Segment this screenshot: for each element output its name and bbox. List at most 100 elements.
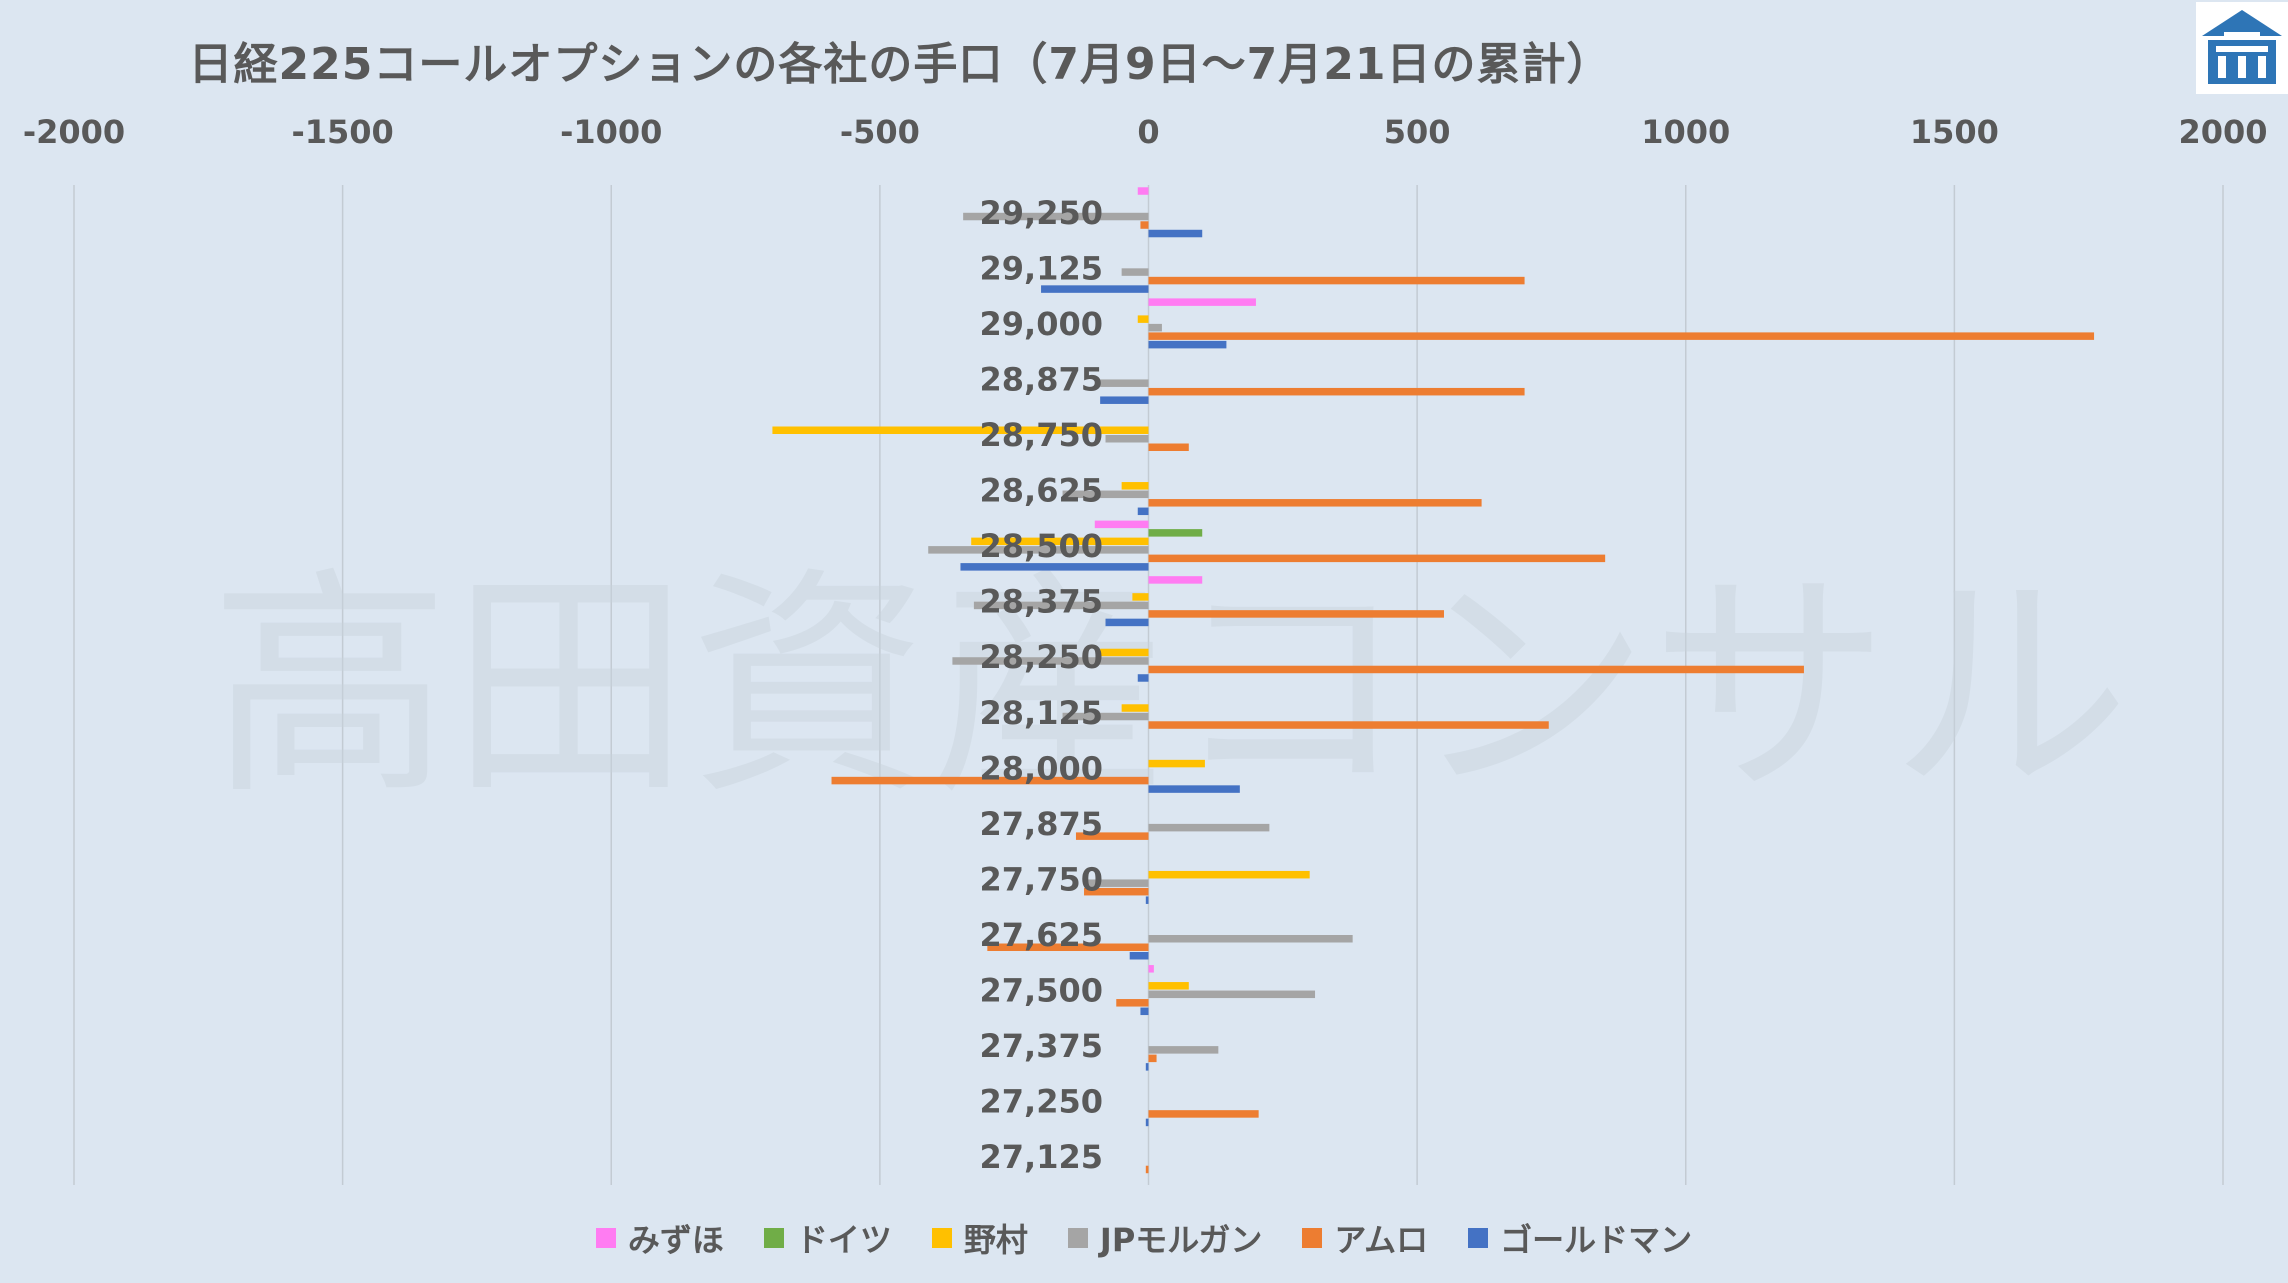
- legend-label: アムロ: [1334, 1221, 1429, 1259]
- legend-item: 野村: [931, 1215, 1028, 1261]
- y-tick-label: 28,125: [980, 694, 1103, 732]
- y-tick-label: 29,250: [980, 194, 1103, 232]
- y-tick-label: 28,000: [980, 749, 1103, 787]
- bar: [1148, 870, 1310, 879]
- bar: [1100, 648, 1149, 657]
- bar: [1148, 990, 1316, 999]
- bars: [772, 187, 2095, 1174]
- bar: [1132, 593, 1149, 601]
- grid-lines: [73, 185, 2224, 1185]
- x-tick-label: 0: [1137, 113, 1159, 151]
- y-tick-label: 28,375: [980, 583, 1103, 621]
- y-tick-label: 27,500: [980, 972, 1103, 1010]
- bar: [1148, 982, 1189, 990]
- bar: [1148, 323, 1162, 332]
- bar: [1137, 187, 1149, 195]
- bar: [1148, 229, 1203, 238]
- bar: [987, 943, 1149, 951]
- bar: [1140, 221, 1149, 229]
- bar: [1137, 315, 1149, 323]
- bar: [1148, 529, 1203, 537]
- bar: [952, 657, 1149, 665]
- bar: [1145, 1165, 1149, 1174]
- bar: [1140, 1007, 1149, 1016]
- legend-label: ドイツ: [795, 1221, 892, 1259]
- y-tick-label: 28,500: [980, 527, 1103, 565]
- y-tick-label: 28,750: [980, 416, 1103, 454]
- bar: [1062, 490, 1149, 499]
- bar: [1148, 499, 1482, 507]
- x-tick-label: -2000: [23, 113, 125, 151]
- legend-item: JPモルガン: [1067, 1215, 1263, 1261]
- y-tick-label: 28,875: [980, 360, 1103, 398]
- bar: [1148, 298, 1256, 306]
- x-tick-label: -1500: [291, 113, 393, 151]
- legend-label: みずほ: [627, 1221, 724, 1259]
- legend-item: みずほ: [595, 1215, 724, 1261]
- bar: [1105, 435, 1149, 443]
- bar: [1105, 618, 1149, 627]
- x-tick-label: 1000: [1641, 113, 1730, 151]
- bar: [1148, 759, 1205, 768]
- y-tick-label: 27,375: [980, 1027, 1103, 1065]
- bar: [1137, 674, 1149, 682]
- bar: [1148, 554, 1606, 563]
- bar: [1148, 823, 1270, 832]
- bar: [1100, 396, 1149, 404]
- bar: [1121, 482, 1149, 490]
- bar: [831, 776, 1149, 785]
- bar: [1148, 935, 1353, 943]
- legend-swatch: [1067, 1228, 1088, 1248]
- bar: [1145, 1063, 1149, 1071]
- chart-title: 日経225コールオプションの各社の手口（7月9日～7月21日の累計）: [188, 39, 1612, 90]
- y-tick-label: 29,125: [980, 249, 1103, 287]
- building-logo-icon: [2196, 2, 2288, 94]
- legend-swatch: [595, 1228, 616, 1248]
- watermark-text: 高田資産コンサル: [210, 547, 2130, 827]
- legend-swatch: [1302, 1228, 1323, 1248]
- bar: [1148, 443, 1189, 451]
- bar: [1148, 721, 1549, 729]
- bar: [1148, 1110, 1259, 1118]
- bar: [772, 426, 1149, 434]
- x-tick-label: -500: [840, 113, 920, 151]
- bar: [1121, 704, 1149, 712]
- y-axis-labels: 29,250 29,125 29,000 28,875 28,750 28,625 28,5…: [980, 194, 1103, 1176]
- bar: [1129, 952, 1149, 960]
- bar: [1062, 712, 1149, 721]
- legend-item: ゴールドマン: [1468, 1215, 1692, 1261]
- y-tick-label: 29,000: [980, 305, 1103, 343]
- bar: [1148, 340, 1227, 349]
- bar: [1148, 785, 1240, 793]
- bar: [1148, 965, 1154, 973]
- legend-label: 野村: [963, 1221, 1028, 1259]
- bar: [1121, 268, 1149, 276]
- bar: [963, 212, 1149, 221]
- x-tick-label: -1000: [560, 113, 662, 151]
- y-tick-label: 28,625: [980, 472, 1103, 510]
- bar: [1145, 896, 1149, 904]
- y-tick-label: 28,250: [980, 638, 1103, 676]
- x-tick-label: 2000: [2178, 113, 2267, 151]
- bar: [1148, 387, 1525, 396]
- bar: [1116, 999, 1149, 1007]
- legend-swatch: [1468, 1228, 1489, 1248]
- y-tick-label: 27,750: [980, 860, 1103, 898]
- y-tick-label: 27,250: [980, 1083, 1103, 1121]
- bar: [1145, 1118, 1149, 1127]
- bar: [971, 537, 1149, 546]
- x-axis-ticks: -2000 -1500 -1000 -500 0 500 1000 1500 2000: [23, 113, 2268, 151]
- x-tick-label: 500: [1384, 113, 1451, 151]
- legend-item: アムロ: [1302, 1215, 1428, 1261]
- bar: [1084, 887, 1149, 896]
- legend-label: JPモルガン: [1099, 1221, 1263, 1259]
- bar: [960, 563, 1149, 571]
- bar: [1094, 520, 1149, 529]
- bar: [1148, 1054, 1157, 1063]
- bar: [1148, 576, 1203, 584]
- bar: [1148, 276, 1525, 285]
- y-tick-label: 27,875: [980, 805, 1103, 843]
- y-tick-label: 27,125: [980, 1138, 1103, 1176]
- bar: [1041, 285, 1149, 293]
